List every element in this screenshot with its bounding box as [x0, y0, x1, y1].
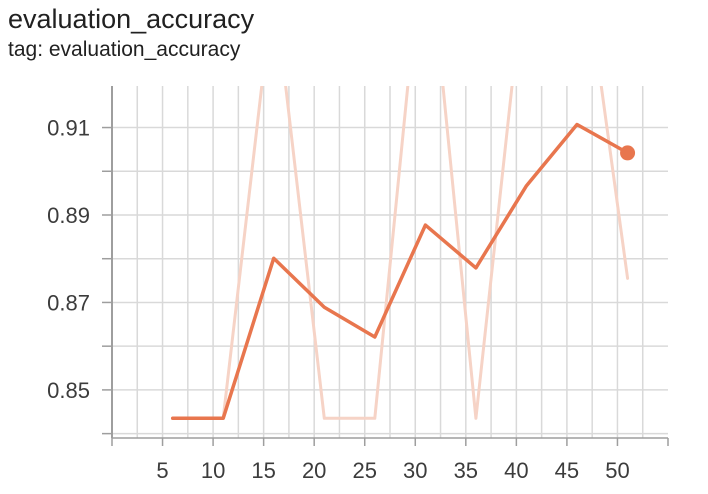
y-tick-label: 0.87: [47, 290, 90, 315]
raw-series-line: [171, 86, 630, 420]
chart-subtitle: tag: evaluation_accuracy: [8, 38, 241, 61]
x-tick-label: 10: [201, 458, 225, 483]
x-tick-label: 40: [504, 458, 528, 483]
smoothed-series-line: [170, 122, 630, 421]
x-tick-label: 15: [251, 458, 275, 483]
x-tick-label: 20: [302, 458, 326, 483]
x-tick-label: 30: [403, 458, 427, 483]
x-tick-label: 45: [555, 458, 579, 483]
x-tick-label: 25: [352, 458, 376, 483]
y-tick-label: 0.91: [47, 116, 90, 141]
y-tick-label: 0.85: [47, 378, 90, 403]
chart-title: evaluation_accuracy: [8, 4, 255, 34]
y-tick-label: 0.89: [47, 203, 90, 228]
last-point-marker: [620, 145, 636, 161]
x-tick-label: 35: [454, 458, 478, 483]
x-tick-label: 50: [605, 458, 629, 483]
x-tick-label: 5: [156, 458, 168, 483]
